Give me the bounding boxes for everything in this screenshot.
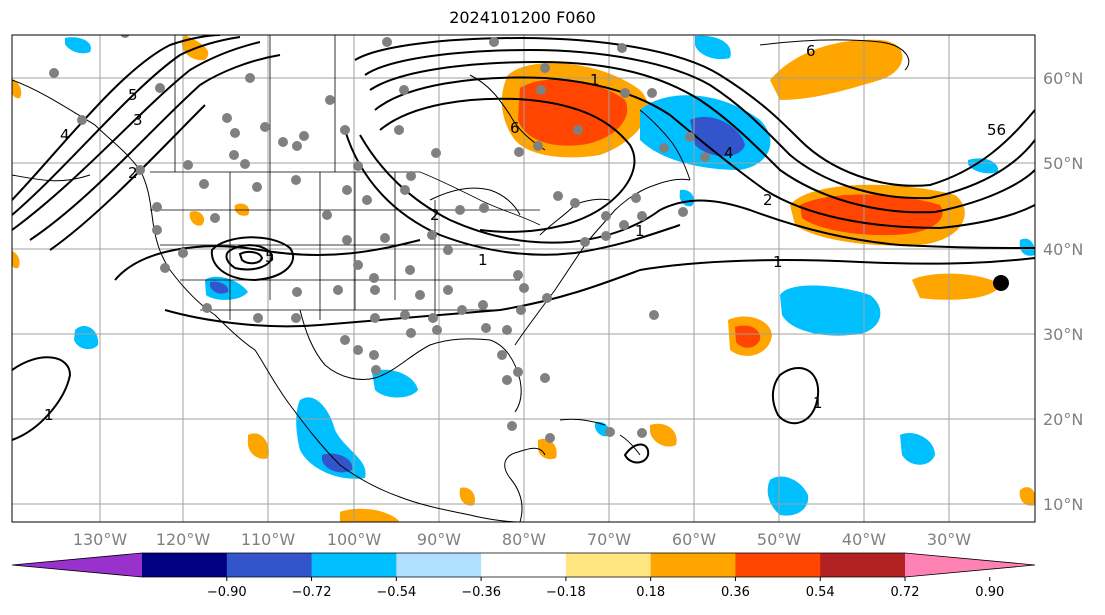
highlighted-station-marker	[993, 275, 1009, 291]
svg-text:60°N: 60°N	[1043, 69, 1083, 88]
svg-text:56: 56	[987, 121, 1006, 139]
svg-text:40°W: 40°W	[842, 530, 886, 549]
svg-text:1: 1	[478, 251, 488, 269]
colorbar-bin	[820, 553, 906, 577]
svg-text:120°W: 120°W	[156, 530, 211, 549]
colorbar-extend-high	[905, 553, 1035, 577]
colorbar: −0.90 −0.72 −0.54 −0.36 −0.18 0.18 0.36 0.54 0.7…	[11, 552, 1036, 600]
svg-text:1: 1	[773, 253, 783, 271]
latitude-labels: 60°N 50°N 40°N 30°N 20°N 10°N	[1043, 69, 1083, 514]
contour-lines	[12, 35, 1035, 464]
svg-text:30°N: 30°N	[1043, 325, 1083, 344]
contour-labels: 1 1 1 1 2 3 4 5 6 1 1 2 4 6 5 56 2	[44, 42, 1006, 424]
longitude-labels: 130°W 120°W 110°W 100°W 90°W 80°W 70°W 6…	[73, 530, 971, 549]
svg-text:1: 1	[635, 222, 645, 240]
svg-text:50°W: 50°W	[757, 530, 801, 549]
svg-text:5: 5	[265, 248, 275, 266]
map-title: 2024101200 F060	[449, 8, 596, 27]
colorbar-tick-label: −0.36	[461, 585, 501, 600]
svg-text:4: 4	[60, 126, 70, 144]
svg-text:6: 6	[806, 42, 816, 60]
svg-text:40°N: 40°N	[1043, 240, 1083, 259]
colorbar-bin	[226, 553, 313, 577]
colorbar-tick-label: −0.54	[376, 585, 416, 600]
svg-text:60°W: 60°W	[672, 530, 716, 549]
svg-text:130°W: 130°W	[73, 530, 128, 549]
svg-text:80°W: 80°W	[502, 530, 546, 549]
svg-text:20°N: 20°N	[1043, 410, 1083, 429]
svg-text:50°N: 50°N	[1043, 154, 1083, 173]
colorbar-bin	[650, 553, 736, 577]
svg-text:10°N: 10°N	[1043, 495, 1083, 514]
svg-text:6: 6	[510, 119, 520, 137]
svg-text:110°W: 110°W	[241, 530, 296, 549]
svg-text:90°W: 90°W	[417, 530, 461, 549]
colorbar-tick-label: 0.54	[806, 585, 835, 600]
colorbar-bin	[565, 553, 652, 577]
svg-text:2: 2	[763, 191, 773, 209]
colorbar-bin	[396, 553, 482, 577]
svg-text:1: 1	[44, 406, 54, 424]
grid-lines	[12, 35, 1035, 522]
colorbar-bin	[735, 553, 821, 577]
svg-text:4: 4	[724, 144, 734, 162]
colorbar-tick-label: 0.36	[721, 585, 750, 600]
svg-text:100°W: 100°W	[327, 530, 382, 549]
svg-text:5: 5	[128, 86, 138, 104]
svg-text:70°W: 70°W	[587, 530, 631, 549]
map-frame	[11, 34, 1036, 523]
colorbar-bin	[142, 553, 228, 577]
colorbar-tick-label: −0.90	[207, 585, 247, 600]
svg-text:2: 2	[128, 164, 138, 182]
colorbar-tick-label: −0.18	[546, 585, 586, 600]
svg-text:1: 1	[590, 71, 600, 89]
station-markers	[49, 35, 710, 443]
colorbar-tick-label: 0.18	[636, 585, 665, 600]
svg-text:2: 2	[430, 206, 440, 224]
colorbar-tick-label: −0.72	[292, 585, 332, 600]
colorbar-outline	[11, 552, 1036, 578]
svg-text:3: 3	[133, 111, 143, 129]
colorbar-tick-label: 0.90	[975, 585, 1004, 600]
colorbar-tick-label: 0.72	[891, 585, 920, 600]
svg-text:30°W: 30°W	[927, 530, 971, 549]
colorbar-extend-low	[12, 553, 142, 577]
svg-text:1: 1	[813, 394, 823, 412]
colorbar-bin	[481, 553, 567, 577]
colorbar-bin	[311, 553, 397, 577]
